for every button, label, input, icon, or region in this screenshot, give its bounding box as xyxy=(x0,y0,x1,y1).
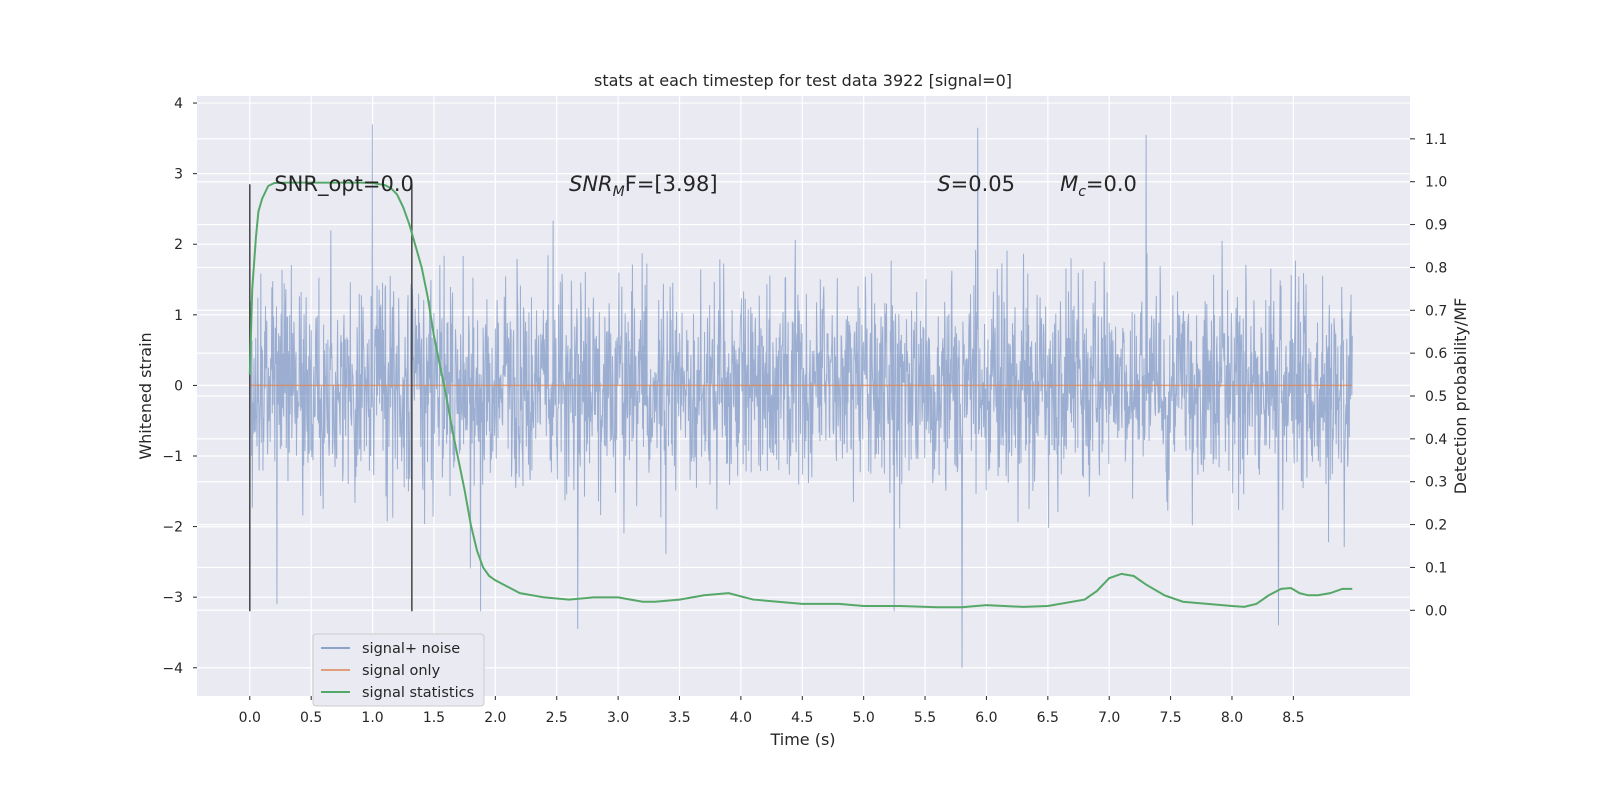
y2-tick-label: 0.0 xyxy=(1425,603,1447,619)
y2-tick-label: 1.1 xyxy=(1425,132,1447,148)
y2-tick-label: 0.8 xyxy=(1425,260,1447,276)
annotation-subscript: M xyxy=(613,184,625,200)
y2-tick-label: 0.3 xyxy=(1425,475,1447,491)
legend-label: signal only xyxy=(362,663,441,679)
annotations: SNR_opt=0.0 SNRMF=[3.98] S=0.05 Mc=0.0 xyxy=(274,172,1137,200)
y-tick-label: 4 xyxy=(174,96,183,112)
y-tick-label: −2 xyxy=(162,520,183,536)
y2-tick-label: 0.4 xyxy=(1425,432,1447,448)
annotation-value: F=[3.98] xyxy=(625,172,718,196)
x-axis-label: Time (s) xyxy=(769,730,835,749)
chart-title: stats at each timestep for test data 392… xyxy=(594,71,1012,90)
statistics-series xyxy=(248,181,1353,609)
x-tick-label: 8.0 xyxy=(1221,710,1243,726)
annotation-symbol: M xyxy=(1060,172,1078,196)
x-tick-label: 4.5 xyxy=(791,710,813,726)
marker-lines xyxy=(249,184,413,612)
x-tick-label: 8.5 xyxy=(1282,710,1304,726)
y-tick-label: 3 xyxy=(174,167,183,183)
x-tick-label: 0.5 xyxy=(300,710,322,726)
y2-tick-label: 0.9 xyxy=(1425,218,1447,234)
y-tick-label: 0 xyxy=(174,378,183,394)
y2-tick-label: 0.7 xyxy=(1425,303,1447,319)
x-tick-label: 2.0 xyxy=(484,710,506,726)
x-tick-label: 3.0 xyxy=(607,710,629,726)
x-tick-label: 2.5 xyxy=(546,710,568,726)
y-axis-ticks: 4 3 2 1 0 −1 −2 −3 −4 xyxy=(162,96,197,677)
x-tick-label: 7.0 xyxy=(1098,710,1120,726)
x-tick-label: 6.5 xyxy=(1037,710,1059,726)
y2-tick-label: 0.5 xyxy=(1425,389,1447,405)
y2-tick-label: 0.1 xyxy=(1425,560,1447,576)
x-tick-label: 7.5 xyxy=(1159,710,1181,726)
annotation-subscript: c xyxy=(1078,184,1086,200)
statistics-line xyxy=(248,181,1353,609)
y2-axis-label: Detection probability/MF xyxy=(1451,298,1470,495)
x-tick-label: 4.0 xyxy=(730,710,752,726)
x-axis-ticks: 0.0 0.5 1.0 1.5 2.0 2.5 3.0 3.5 4.0 4.5 5.0 5.5 6.0 6… xyxy=(239,696,1304,726)
legend: signal+ noise signal only signal statistic… xyxy=(312,633,485,707)
annotation: SNRMF=[3.98] xyxy=(569,172,718,200)
y-tick-label: −1 xyxy=(162,449,183,465)
x-tick-label: 3.5 xyxy=(668,710,690,726)
y-tick-label: 2 xyxy=(174,237,183,253)
y-axis-label: Whitened strain xyxy=(136,332,155,459)
annotation: Mc=0.0 xyxy=(1060,172,1137,200)
noise-line xyxy=(249,124,1353,668)
y-tick-label: −3 xyxy=(162,590,183,606)
x-tick-label: 1.5 xyxy=(423,710,445,726)
annotation-value: =0.0 xyxy=(1086,172,1137,196)
legend-box xyxy=(312,633,485,707)
x-tick-label: 5.5 xyxy=(914,710,936,726)
annotation: SNR_opt=0.0 xyxy=(274,172,414,197)
annotation-value: =0.05 xyxy=(951,172,1015,196)
y-tick-label: −4 xyxy=(162,661,183,677)
legend-label: signal statistics xyxy=(362,685,474,701)
legend-label: signal+ noise xyxy=(362,641,460,657)
x-tick-label: 6.0 xyxy=(975,710,997,726)
annotation-symbol: S xyxy=(937,172,950,196)
y2-axis-ticks: 0.0 0.1 0.2 0.3 0.4 0.5 0.6 0.7 0.8 0.9 1.0 1.1 xyxy=(1410,132,1447,619)
y2-tick-label: 0.6 xyxy=(1425,346,1447,362)
x-tick-label: 1.0 xyxy=(361,710,383,726)
y2-tick-label: 0.2 xyxy=(1425,518,1447,534)
y2-tick-label: 1.0 xyxy=(1425,175,1447,191)
x-tick-label: 0.0 xyxy=(239,710,261,726)
y-tick-label: 1 xyxy=(174,308,183,324)
annotation: S=0.05 xyxy=(937,172,1015,196)
annotation-symbol: SNR xyxy=(569,172,613,196)
noise-series xyxy=(249,124,1353,668)
x-tick-label: 5.0 xyxy=(853,710,875,726)
